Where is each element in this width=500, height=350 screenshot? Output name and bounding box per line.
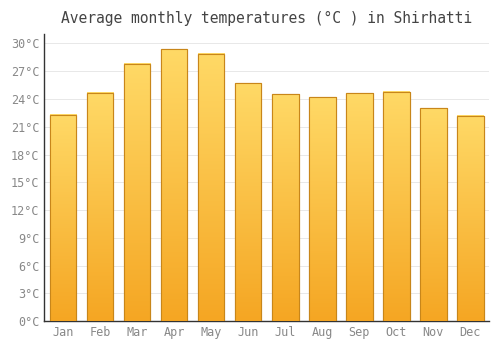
Bar [161, 49, 188, 321]
Bar [346, 93, 372, 321]
Bar [272, 94, 298, 321]
Bar [161, 49, 188, 321]
Bar [383, 92, 409, 321]
Bar [457, 116, 483, 321]
Bar [86, 92, 114, 321]
Bar [86, 92, 114, 321]
Bar [235, 83, 262, 321]
Bar [198, 54, 224, 321]
Bar [272, 94, 298, 321]
Bar [124, 64, 150, 321]
Bar [420, 108, 446, 321]
Bar [457, 116, 483, 321]
Title: Average monthly temperatures (°C ) in Shirhatti: Average monthly temperatures (°C ) in Sh… [61, 11, 472, 26]
Bar [309, 97, 336, 321]
Bar [124, 64, 150, 321]
Bar [50, 115, 76, 321]
Bar [309, 97, 336, 321]
Bar [420, 108, 446, 321]
Bar [346, 93, 372, 321]
Bar [50, 115, 76, 321]
Bar [383, 92, 409, 321]
Bar [235, 83, 262, 321]
Bar [198, 54, 224, 321]
